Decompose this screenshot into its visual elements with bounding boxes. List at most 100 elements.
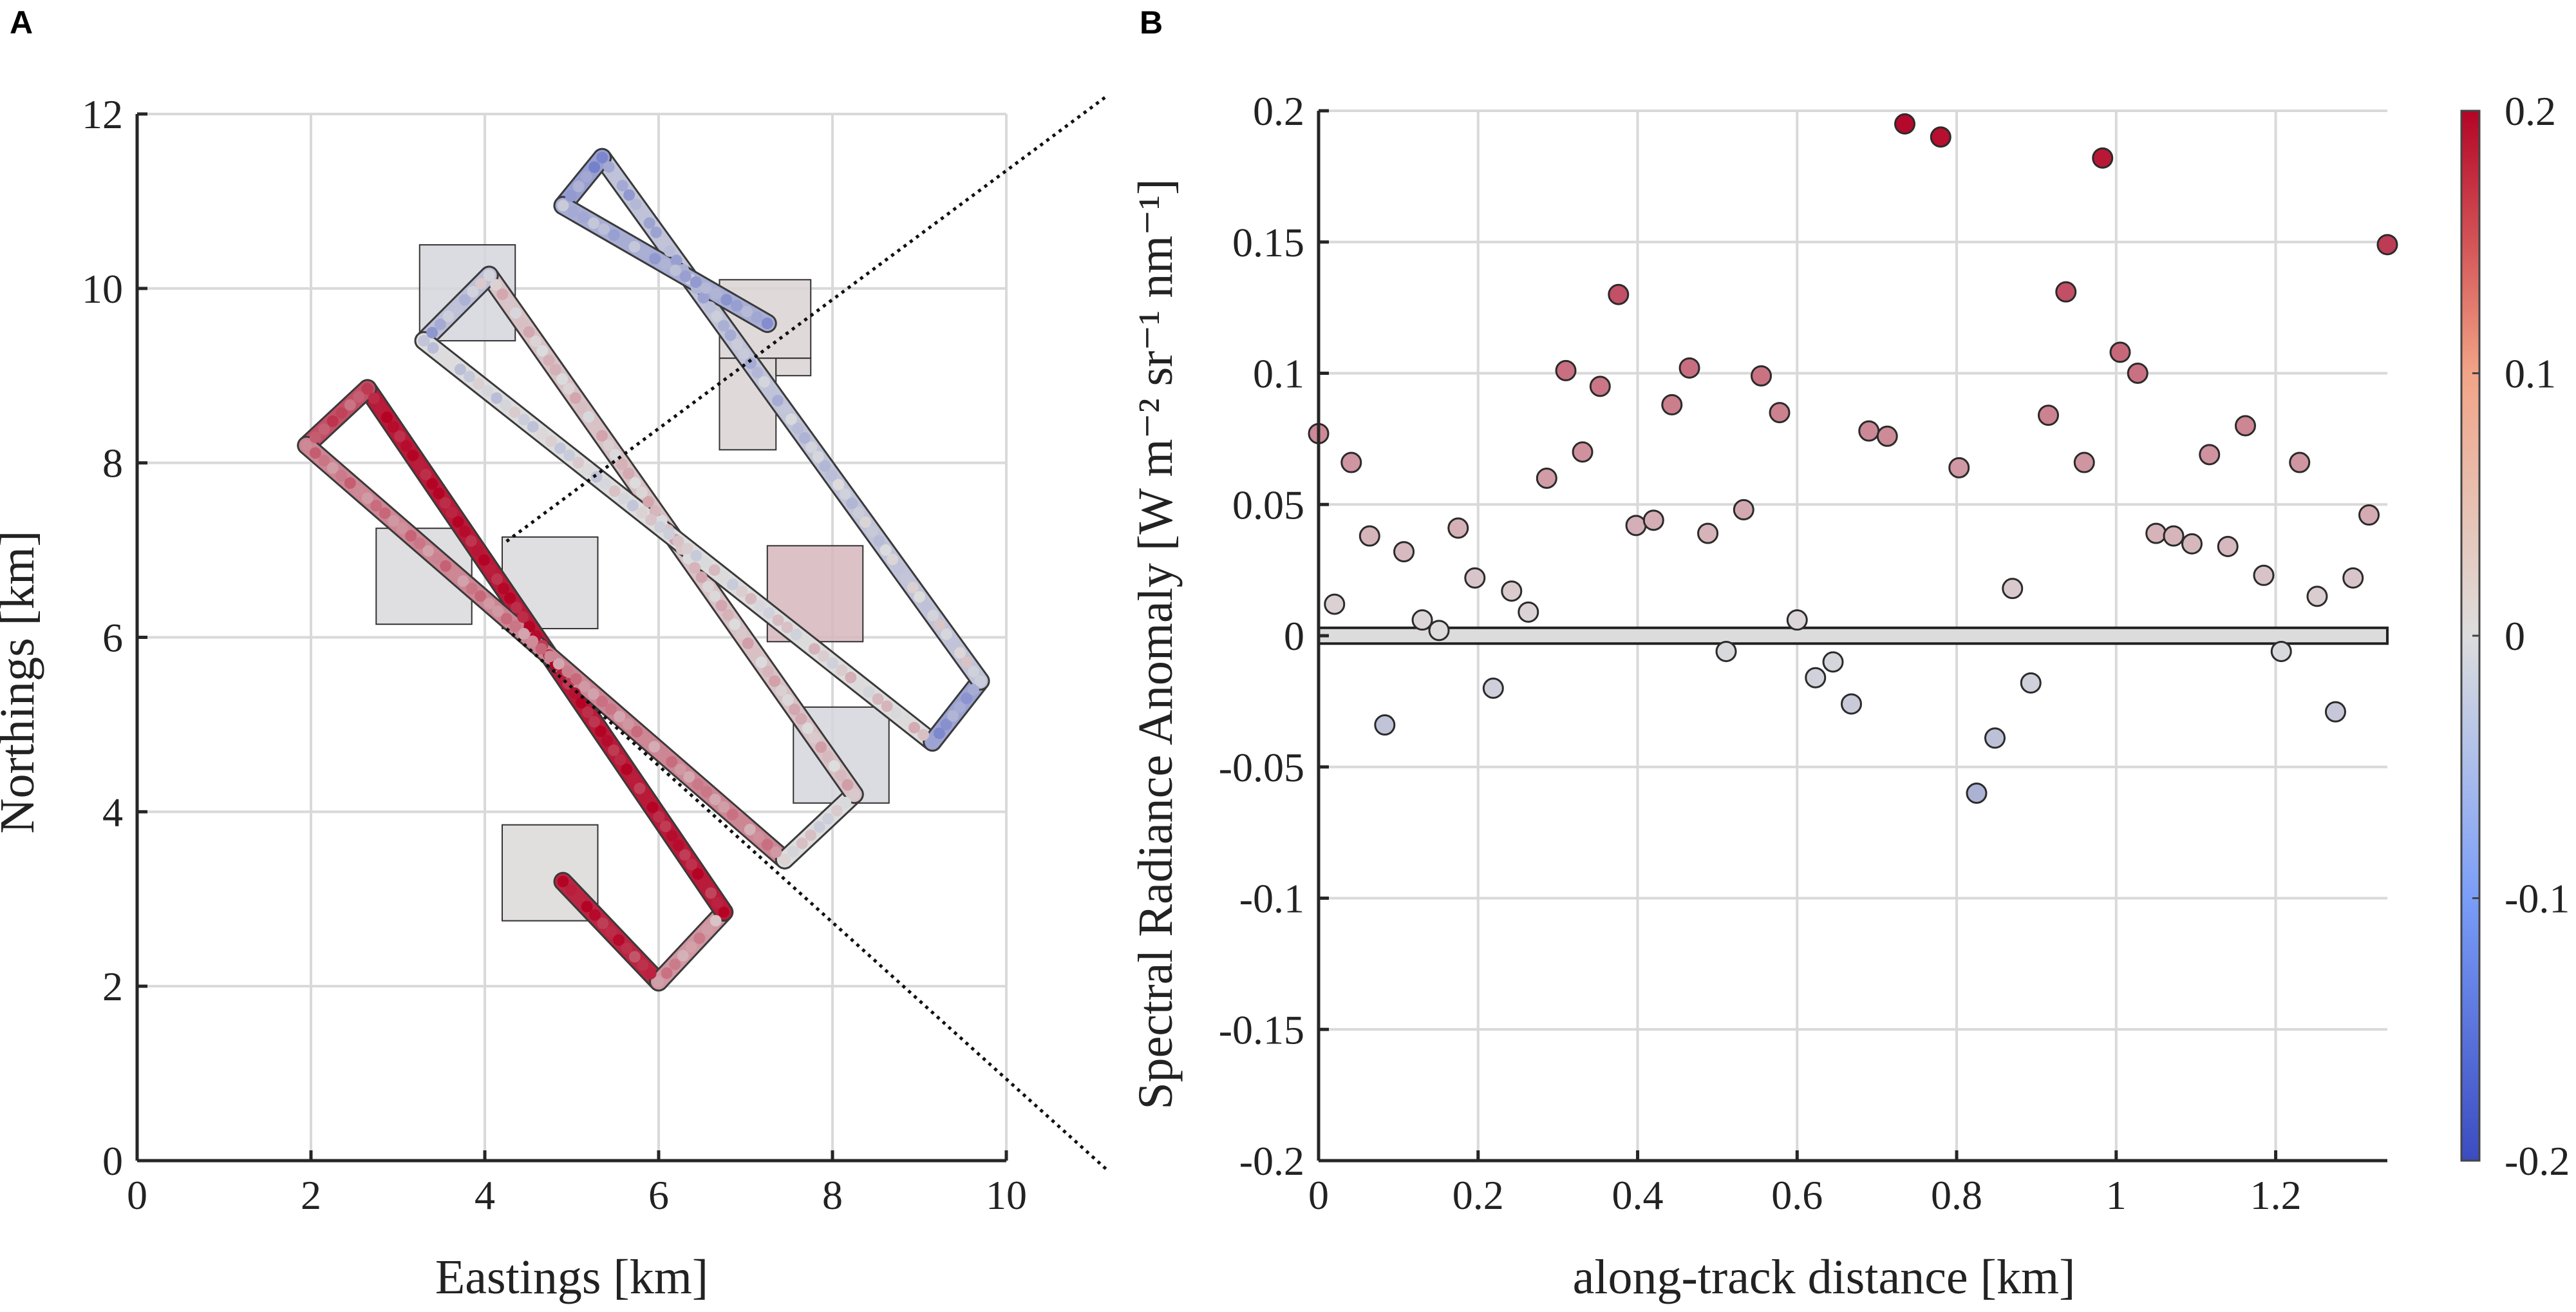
panel-a-track-point (657, 748, 669, 761)
panel-a-track-point (491, 392, 503, 404)
panel-a-track-point (835, 769, 847, 781)
panel-a-track-point (685, 941, 697, 953)
panel-a-track-point (616, 180, 628, 192)
panel-b-point (2073, 452, 2095, 473)
panel-a-track-point (920, 600, 932, 613)
panel-a-track-point (822, 813, 834, 825)
panel-a-track-point (705, 887, 717, 899)
colorbar-tick-labels: 0.2 0.1 0 -0.1 -0.2 (2472, 88, 2570, 1184)
panel-a-track-point (666, 756, 678, 768)
panel-b-point (2127, 363, 2148, 384)
panel-a-track-point (309, 447, 321, 459)
panel-a-track-point (554, 442, 567, 454)
panel-a-track-point (552, 658, 565, 670)
panel-a-track-point (400, 440, 413, 452)
panel-a-xtick-label: 4 (475, 1172, 495, 1218)
panel-a-track-point (475, 278, 487, 290)
panel-a-track-point (516, 316, 529, 328)
panel-a-track-point (718, 319, 730, 332)
panel-a-track-point (557, 875, 569, 888)
panel-a-ytick-label: 2 (102, 964, 123, 1009)
panel-b-point (2055, 281, 2077, 303)
panel-a-axes (135, 112, 1008, 1163)
panel-a-track-point (567, 205, 579, 218)
panel-a-track-point (523, 326, 535, 338)
panel-a-track-point (718, 906, 730, 918)
panel-b-ylabel: Spectral Radiance Anomaly [W m⁻² sr⁻¹ nm… (1129, 178, 1183, 1109)
panel-a-track-point (792, 423, 804, 435)
panel-a-track-point (301, 439, 313, 452)
panel-a-track-point (644, 967, 657, 980)
panel-b-point (2020, 672, 2042, 694)
panel-a-track-point (813, 821, 825, 833)
panel-a-track-point (639, 247, 651, 259)
colorbar: 0.2 0.1 0 -0.1 -0.2 (2460, 88, 2570, 1184)
panel-a-track-point (848, 788, 860, 801)
panel-b-point (1930, 126, 1951, 148)
panel-b-point (1518, 601, 1539, 623)
panel-a-track-point (458, 294, 471, 306)
panel-a-track-point (500, 613, 512, 625)
panel-a-track-point (590, 471, 603, 483)
panel-a-track-point (961, 692, 973, 705)
panel-a-ytick-label: 6 (102, 615, 123, 661)
panel-a-track-point (388, 421, 400, 433)
panel-a-track-point (841, 779, 854, 791)
panel-b-xtick-label: 0 (1308, 1172, 1329, 1218)
panel-a-track-point (954, 647, 966, 659)
panel-a-map: 0 2 4 6 8 10 0 2 4 6 8 10 12 Eastings [km] Northings… (0, 91, 1027, 1304)
panel-a-track-point (818, 650, 830, 662)
panel-a-track-point (729, 618, 741, 631)
panel-a-track-point (900, 572, 912, 584)
panel-a-track-point (596, 151, 608, 164)
panel-a-track-point (420, 468, 432, 480)
panel-b-point (1608, 283, 1630, 305)
panel-b-xtick-label: 0.8 (1931, 1172, 1982, 1218)
panel-a-track-point (672, 839, 684, 851)
panel-a-track-point (454, 363, 466, 376)
panel-a-track-point (475, 590, 487, 602)
panel-a-track-point (623, 189, 635, 201)
panel-a-xtick-label: 0 (127, 1172, 147, 1218)
panel-b-point (1786, 609, 1808, 631)
panel-a-track-point (689, 562, 701, 574)
panel-b-point (1572, 441, 1594, 463)
panel-a-xtick-label: 10 (986, 1172, 1027, 1218)
panel-a-track-point (879, 544, 892, 556)
panel-a-track-point (581, 706, 594, 718)
panel-a-track-point (451, 302, 463, 314)
panel-a-track-points (301, 151, 986, 988)
panel-a-track-point (717, 571, 729, 584)
panel-a-track-point (646, 801, 659, 813)
panel-a-track-point (637, 959, 649, 971)
panel-b-scatter: 0 0.2 0.4 0.6 0.8 1 1.2 -0.2 -0.15 -0.1 -0.05 0 0.05… (1129, 88, 2398, 1304)
panel-a-track-point (431, 553, 443, 565)
panel-a-track-point (579, 680, 591, 692)
panel-a-track-point (496, 288, 509, 300)
panel-a-track-point (744, 357, 757, 369)
panel-a-track-point (825, 470, 838, 482)
panel-a-track-point (545, 435, 557, 447)
panel-a-track-point (819, 460, 831, 472)
panel-a-track-point (961, 656, 973, 669)
panel-a-track-point (890, 707, 902, 719)
panel-a-track-point (569, 687, 581, 699)
panel-a-track-point (831, 804, 843, 817)
panel-a-track-point (860, 516, 872, 528)
panel-b-xtick-label: 1 (2106, 1172, 2127, 1218)
panel-a-track-point (808, 643, 820, 655)
panel-b-point (1555, 359, 1577, 381)
panel-a-track-point (711, 310, 723, 323)
panel-a-track-point (670, 254, 682, 267)
panel-a-track-point (672, 535, 684, 547)
panel-b-axes (1317, 109, 2387, 1163)
panel-a-track-point (669, 958, 681, 971)
panel-b-point (1751, 365, 1772, 387)
panel-a-track-point (596, 696, 608, 708)
panel-a-track-point (581, 464, 594, 476)
panel-a-track-point (788, 703, 800, 716)
zoom-connector-line (505, 95, 1107, 543)
panel-a-track-point (666, 830, 678, 842)
panel-a-track-point (588, 217, 600, 229)
panel-a-track-point (815, 741, 827, 754)
